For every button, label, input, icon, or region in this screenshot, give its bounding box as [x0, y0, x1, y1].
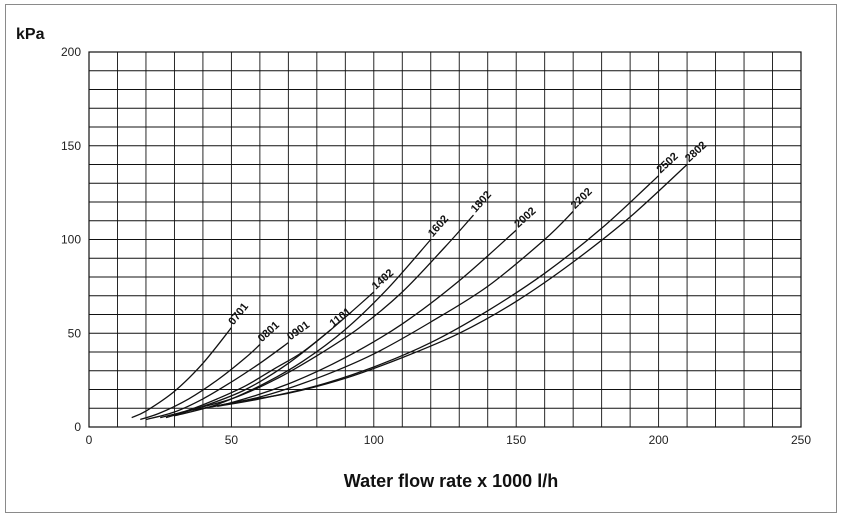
x-tick-label: 50	[225, 433, 239, 447]
grid	[88, 51, 802, 428]
curve-label-0901: 0901	[285, 319, 312, 343]
curve-1602	[174, 239, 432, 417]
y-tick-label: 200	[61, 45, 81, 59]
x-tick-label: 150	[506, 433, 526, 447]
chart-frame: 0701 0801 0901 1101 1402 1602 1802 2002 2202 2502…	[5, 4, 837, 513]
y-tick-label: 50	[68, 326, 82, 340]
x-tick-label: 0	[86, 433, 93, 447]
x-axis-label: Water flow rate x 1000 l/h	[344, 471, 558, 491]
curve-label-1602: 1602	[426, 213, 451, 239]
tick-labels: 0 50 100 150 200 250 0 50 100 150 200	[61, 45, 811, 447]
y-tick-label: 0	[74, 420, 81, 434]
x-tick-label: 200	[649, 433, 669, 447]
curve-0701	[131, 327, 232, 419]
curve-2502	[217, 175, 660, 408]
y-tick-label: 150	[61, 139, 81, 153]
y-tick-label: 100	[61, 233, 81, 247]
y-axis-label: kPa	[16, 26, 45, 43]
curve-2202	[202, 210, 574, 409]
curve-0801	[140, 344, 261, 421]
curves	[131, 164, 688, 421]
curve-0901	[145, 342, 289, 421]
curve-2802	[231, 164, 688, 404]
x-tick-label: 250	[791, 433, 811, 447]
curve-1802	[188, 214, 474, 411]
x-tick-label: 100	[364, 433, 384, 447]
